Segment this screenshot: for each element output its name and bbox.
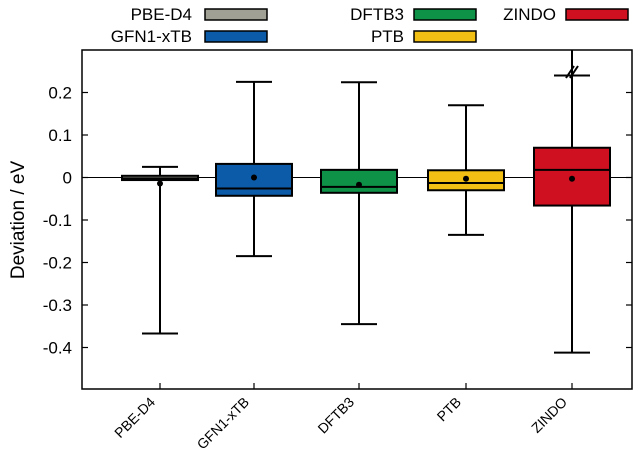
- mean-point: [569, 175, 575, 182]
- y-tick-label: -0.1: [43, 211, 72, 230]
- legend-label: PTB: [371, 27, 404, 46]
- mean-point: [251, 174, 257, 181]
- legend-item: PTB: [371, 27, 477, 46]
- legend-swatch: [565, 8, 629, 21]
- x-category-label: PBE-D4: [111, 394, 158, 441]
- legend-label: PBE-D4: [131, 5, 192, 24]
- axis-break-mark: [565, 65, 575, 79]
- mean-point: [463, 175, 469, 182]
- y-axis-label: Deviation / eV: [8, 161, 29, 280]
- y-tick-label: 0: [63, 169, 72, 188]
- mean-point: [356, 181, 362, 188]
- legend-item: DFTB3: [350, 5, 477, 24]
- legend-item: PBE-D4: [131, 5, 268, 24]
- legend-item: ZINDO: [503, 5, 629, 24]
- legend-swatch: [204, 30, 268, 43]
- x-axis-category-labels: PBE-D4 GFN1-xTB DFTB3 PTB ZINDO: [111, 383, 573, 453]
- legend-swatch: [204, 8, 268, 21]
- legend-label: ZINDO: [503, 5, 556, 24]
- box-dftb3: [320, 81, 398, 326]
- x-category-label: ZINDO: [528, 394, 570, 436]
- legend-swatch: [413, 30, 477, 43]
- x-category-label: PTB: [434, 394, 465, 425]
- x-category-label: GFN1-xTB: [194, 394, 253, 453]
- y-tick-label: 0.2: [48, 84, 72, 103]
- box-series: [121, 50, 611, 354]
- legend-label: DFTB3: [350, 5, 404, 24]
- box-pbe-d4: [121, 165, 199, 335]
- legend-item: GFN1-xTB: [111, 27, 268, 46]
- x-category-label: DFTB3: [314, 394, 357, 437]
- y-tick-label: -0.2: [43, 254, 72, 273]
- box-gfn1-xtb: [215, 80, 293, 258]
- y-tick-label: -0.4: [43, 339, 72, 358]
- axis-break-mark: [569, 65, 579, 79]
- legend-swatch: [413, 8, 477, 21]
- box-zindo: [533, 50, 611, 354]
- plot-area: [81, 49, 633, 390]
- legend-label: GFN1-xTB: [111, 27, 192, 46]
- box-ptb: [427, 104, 505, 236]
- y-tick-label: 0.1: [48, 126, 72, 145]
- box-iqr: [320, 168, 398, 194]
- mean-point: [157, 180, 163, 187]
- y-tick-label: -0.3: [43, 296, 72, 315]
- legend: PBE-D4 GFN1-xTB DFTB3 PTB ZINDO: [111, 5, 629, 46]
- y-axis-ticks: 0.2 0.1 0 -0.1 -0.2 -0.3 -0.4: [43, 84, 632, 358]
